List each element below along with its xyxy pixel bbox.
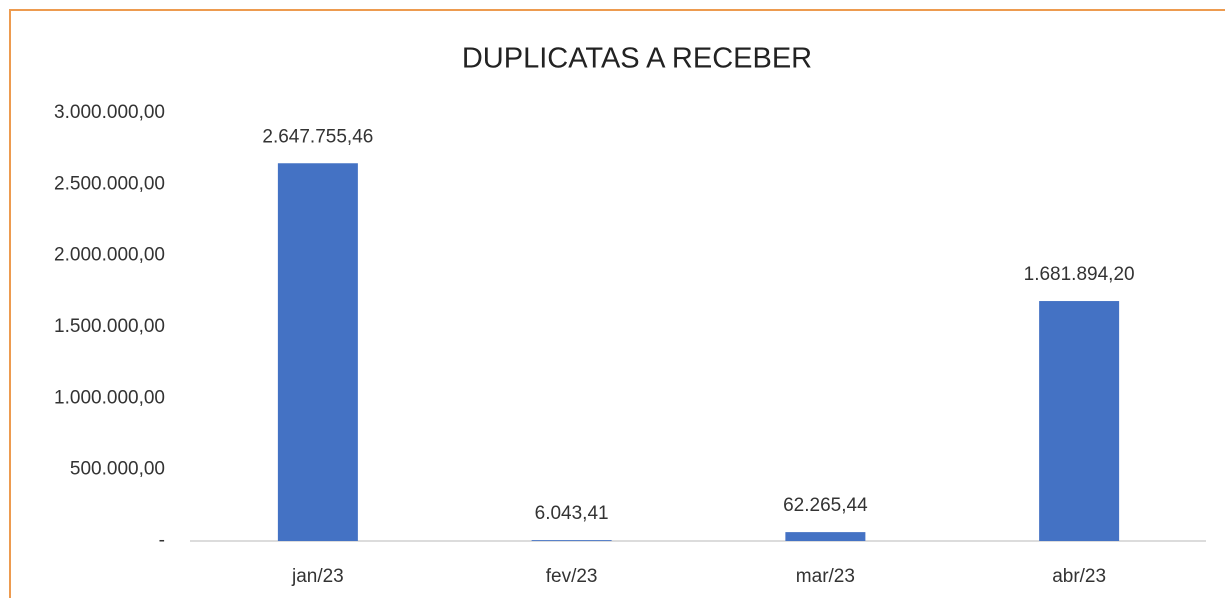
x-tick-label: jan/23 <box>291 566 344 587</box>
value-label: 6.043,41 <box>535 503 609 524</box>
x-tick-label: mar/23 <box>796 566 855 587</box>
chart-title: DUPLICATAS A RECEBER <box>462 43 812 75</box>
x-tick-label: fev/23 <box>546 566 598 587</box>
value-label: 1.681.894,20 <box>1024 264 1135 285</box>
y-tick-label: 2.000.000,00 <box>54 245 165 266</box>
bar <box>785 532 866 541</box>
y-tick-label: 1.500.000,00 <box>54 316 165 337</box>
bar <box>1039 301 1120 541</box>
bar <box>277 163 358 542</box>
bar <box>531 540 612 541</box>
value-label: 2.647.755,46 <box>262 126 373 147</box>
y-tick-label: 500.000,00 <box>70 459 165 480</box>
y-tick-label: - <box>159 530 165 551</box>
y-tick-label: 2.500.000,00 <box>54 173 165 194</box>
x-tick-label: abr/23 <box>1052 566 1106 587</box>
y-tick-label: 3.000.000,00 <box>54 102 165 123</box>
value-label: 62.265,44 <box>783 495 868 516</box>
frame-border <box>9 9 1225 598</box>
y-tick-label: 1.000.000,00 <box>54 387 165 408</box>
